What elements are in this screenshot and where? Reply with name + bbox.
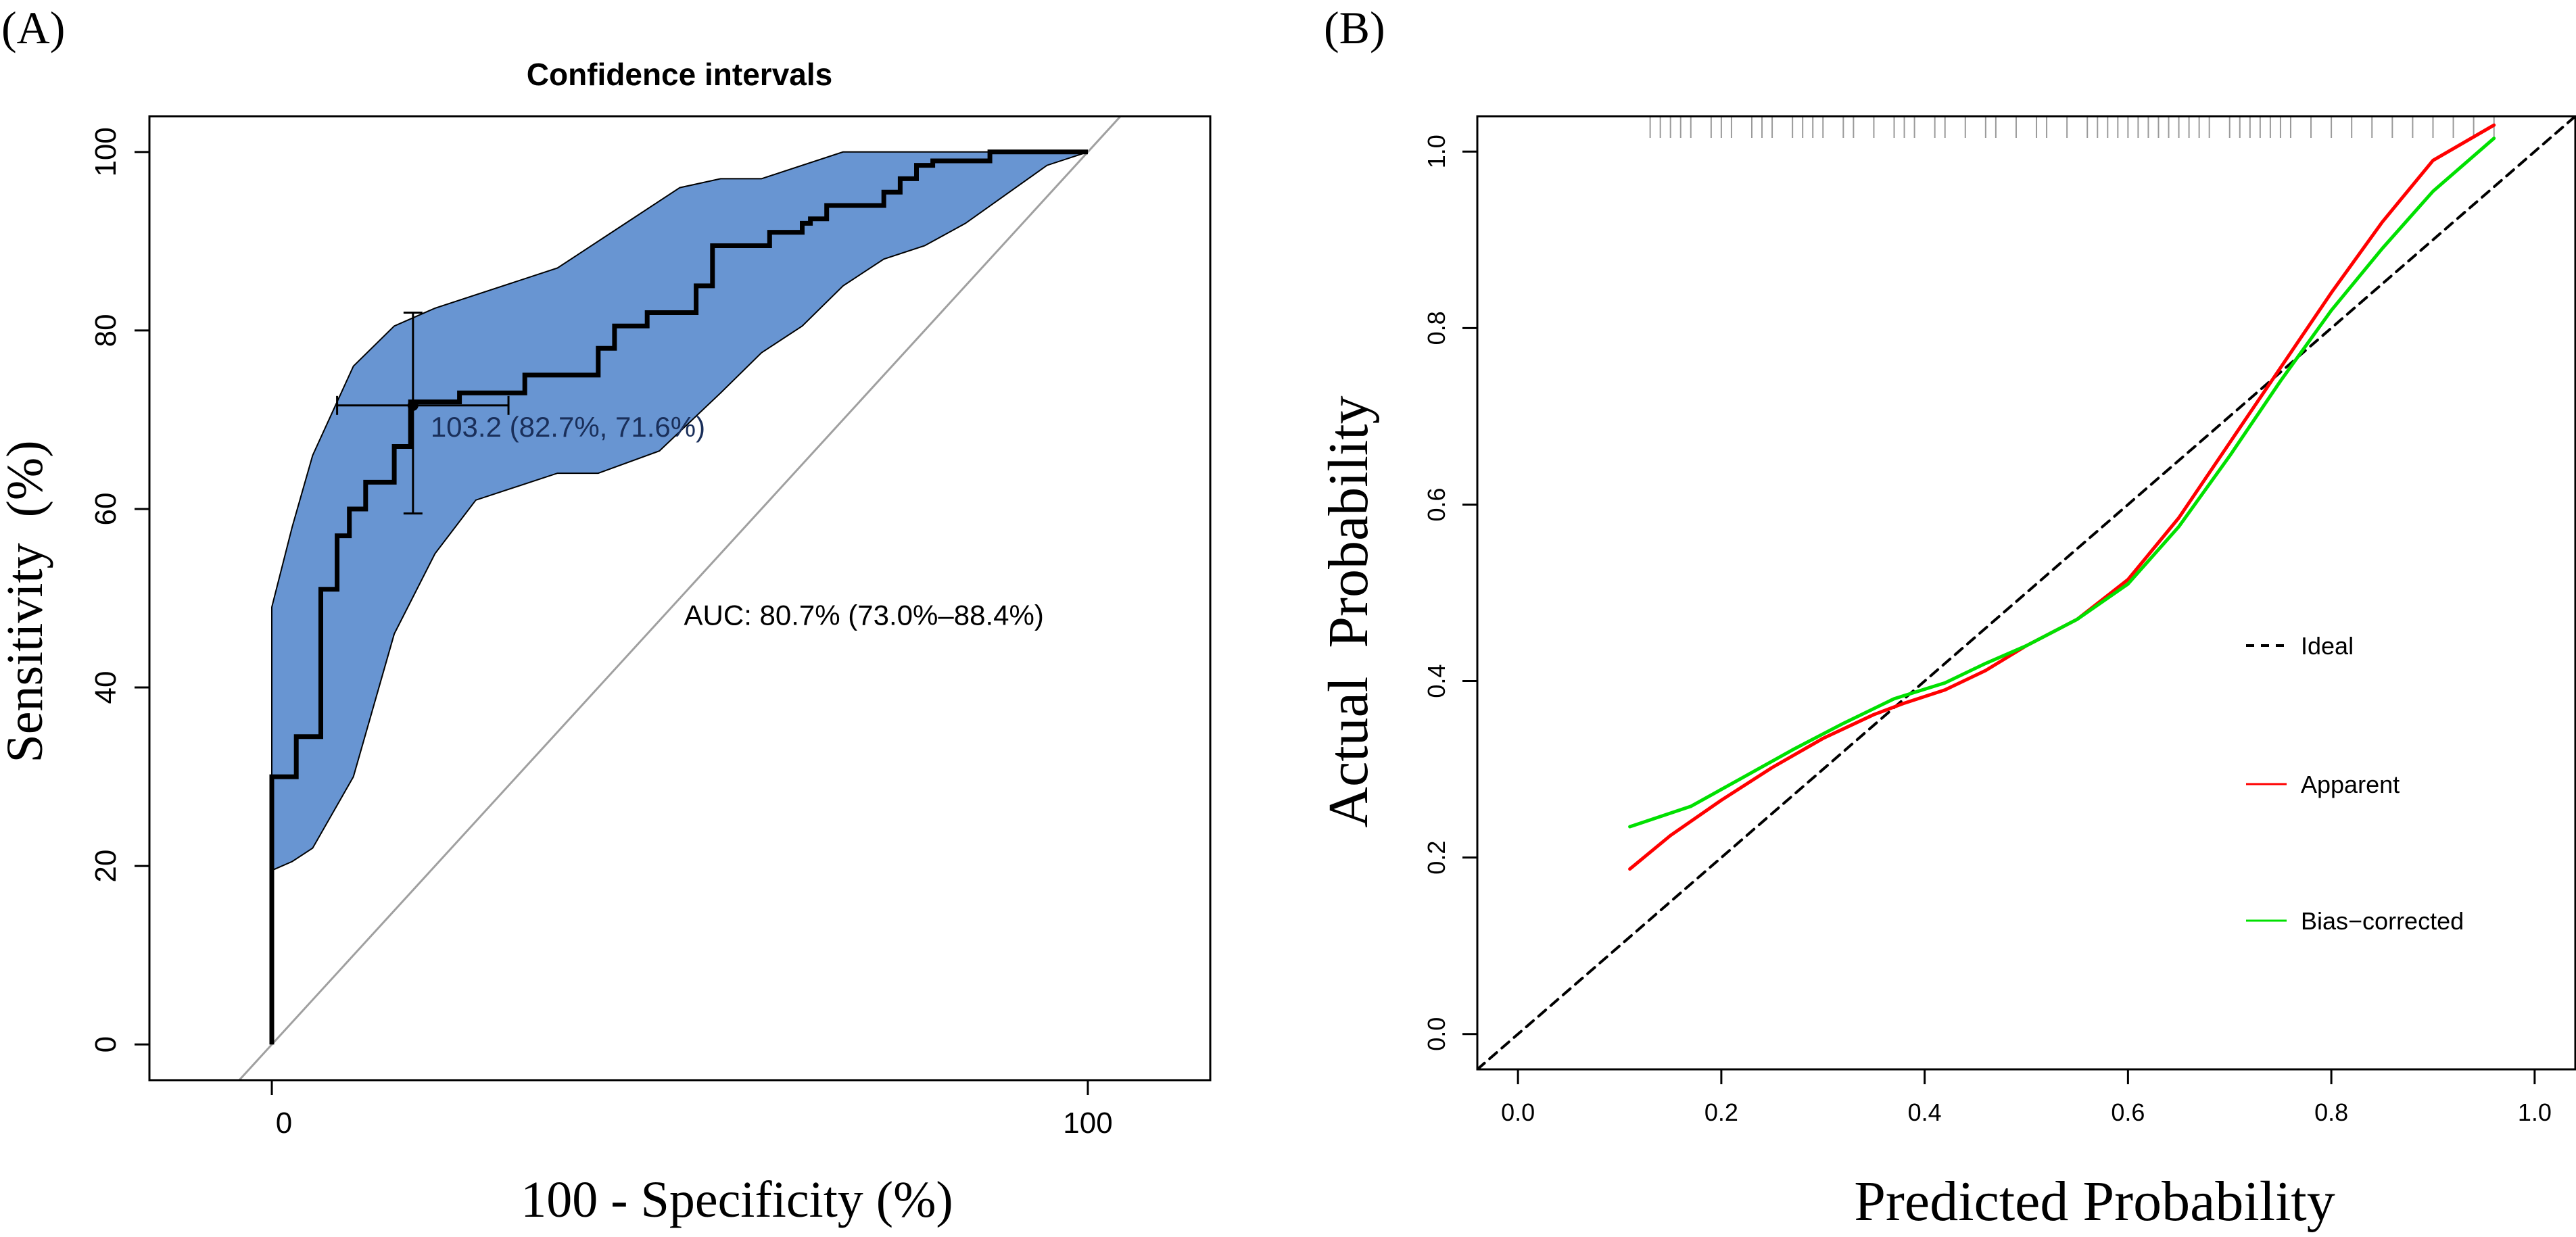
calibration-y-tick-label: 0.0: [1423, 1017, 1450, 1051]
calibration-series-apparent: [1628, 123, 2496, 871]
roc-y-tick-label: 20: [89, 850, 122, 883]
roc-chart-title: Confidence intervals: [527, 57, 832, 92]
roc-ci-band: [271, 151, 1089, 872]
calibration-legend: Ideal Apparent Bias−corrected: [2246, 632, 2464, 935]
calibration-series-bias-corrected: [1628, 137, 2496, 829]
calibration-x-axis-label: Predicted Probability: [1854, 1170, 2335, 1233]
legend-label-bias-corrected: Bias−corrected: [2301, 907, 2464, 935]
calibration-y-tick-label: 0.2: [1423, 841, 1450, 875]
calibration-plot-frame: [1476, 115, 2576, 1071]
roc-axes: 103.2 (82.7%, 71.6%) 0 100 0 20 40 60 80 100: [89, 127, 1113, 1140]
roc-x-tick-label: 0: [276, 1107, 292, 1140]
calibration-plot-region: [1477, 116, 2575, 1069]
calibration-y-tick-label: 0.8: [1423, 311, 1450, 345]
roc-y-tick-label: 0: [89, 1036, 122, 1052]
legend-label-apparent: Apparent: [2301, 771, 2400, 798]
roc-curve: [269, 149, 1088, 1045]
roc-x-axis-label: 100 - Specificity (%): [521, 1171, 953, 1228]
roc-y-tick-label: 60: [89, 492, 122, 525]
panel-b-tag: (B): [1324, 2, 1385, 53]
calibration-x-tick-label: 0.2: [1704, 1098, 1738, 1126]
calibration-y-tick-label: 0.6: [1423, 487, 1450, 521]
calibration-x-tick-label: 0.4: [1908, 1098, 1942, 1126]
calibration-y-tick-label: 1.0: [1423, 135, 1450, 168]
roc-y-axis-label: Sensitivity (%): [0, 440, 53, 762]
roc-auc-annotation: AUC: 80.7% (73.0%–88.4%): [684, 600, 1044, 631]
roc-y-tick-label: 100: [89, 127, 122, 176]
roc-threshold-label: 103.2 (82.7%, 71.6%): [431, 411, 705, 443]
calibration-axes: 0.0 0.2 0.4 0.6 0.8 1.0 0.0 0.2 0.4 0.6 0.8 1.0: [1423, 135, 2552, 1126]
roc-plot-region: [238, 116, 1122, 1080]
roc-x-tick-label: 100: [1063, 1107, 1112, 1140]
roc-reference-line: [238, 116, 1122, 1080]
legend-label-ideal: Ideal: [2301, 632, 2354, 660]
roc-threshold-point: [407, 399, 419, 411]
panel-a-tag: (A): [1, 2, 65, 53]
roc-y-tick-label: 80: [89, 314, 122, 347]
calibration-x-tick-label: 1.0: [2518, 1098, 2552, 1126]
calibration-x-tick-label: 0.6: [2111, 1098, 2145, 1126]
calibration-x-tick-label: 0.0: [1501, 1098, 1535, 1126]
calibration-series-ideal: [1477, 116, 2575, 1069]
calibration-x-tick-label: 0.8: [2314, 1098, 2348, 1126]
calibration-y-tick-label: 0.4: [1423, 664, 1450, 698]
roc-y-tick-label: 40: [89, 671, 122, 704]
calibration-y-axis-label: Actual Probability: [1317, 395, 1380, 827]
